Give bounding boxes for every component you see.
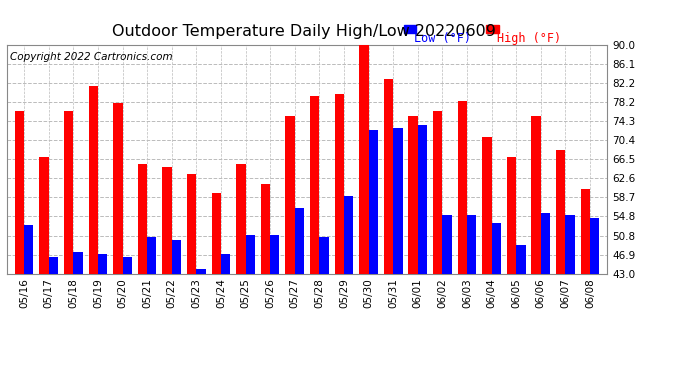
- Bar: [467, 215, 476, 274]
- Bar: [14, 111, 24, 274]
- Bar: [246, 235, 255, 274]
- Bar: [147, 237, 157, 274]
- Bar: [417, 125, 427, 274]
- Bar: [442, 215, 452, 274]
- Bar: [319, 237, 328, 274]
- Bar: [457, 101, 467, 274]
- Bar: [221, 254, 230, 274]
- Bar: [393, 128, 402, 274]
- Bar: [580, 189, 590, 274]
- Bar: [408, 116, 417, 274]
- Bar: [64, 111, 73, 274]
- Bar: [261, 184, 270, 274]
- Bar: [49, 257, 58, 274]
- Bar: [187, 174, 197, 274]
- Bar: [491, 223, 501, 274]
- Bar: [162, 166, 172, 274]
- Bar: [212, 194, 221, 274]
- Bar: [368, 130, 378, 274]
- Text: Low (°F): Low (°F): [414, 32, 471, 45]
- Bar: [541, 213, 550, 274]
- Bar: [24, 225, 34, 274]
- Bar: [98, 254, 107, 274]
- Bar: [123, 257, 132, 274]
- Bar: [565, 215, 575, 274]
- Bar: [556, 150, 565, 274]
- Text: Outdoor Temperature Daily High/Low 20220609: Outdoor Temperature Daily High/Low 20220…: [112, 24, 495, 39]
- Bar: [295, 208, 304, 274]
- Bar: [516, 244, 526, 274]
- Bar: [286, 116, 295, 274]
- Bar: [335, 94, 344, 274]
- Bar: [88, 86, 98, 274]
- Bar: [73, 252, 83, 274]
- Bar: [482, 138, 491, 274]
- Bar: [384, 79, 393, 274]
- Bar: [507, 157, 516, 274]
- Bar: [270, 235, 279, 274]
- Bar: [531, 116, 541, 274]
- Bar: [236, 164, 246, 274]
- Bar: [310, 96, 319, 274]
- Bar: [590, 218, 600, 274]
- Bar: [197, 269, 206, 274]
- Bar: [138, 164, 147, 274]
- Bar: [113, 104, 123, 274]
- Bar: [433, 111, 442, 274]
- Bar: [39, 157, 49, 274]
- Bar: [344, 196, 353, 274]
- Text: High (°F): High (°F): [497, 32, 561, 45]
- Text: Copyright 2022 Cartronics.com: Copyright 2022 Cartronics.com: [10, 52, 172, 62]
- Bar: [359, 45, 368, 274]
- Bar: [172, 240, 181, 274]
